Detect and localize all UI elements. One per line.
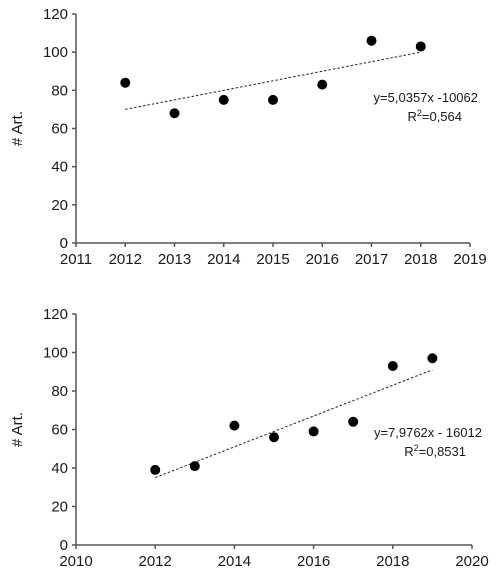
chart1-y-tick-label: 20 xyxy=(51,197,68,214)
chart2-x-tick-label: 2018 xyxy=(376,553,409,570)
chart1-y-tick-label: 0 xyxy=(60,235,68,252)
chart1-equation: y=5,0357x -10062 xyxy=(374,90,478,105)
chart2-y-tick-label: 80 xyxy=(51,383,68,400)
chart2-data-point xyxy=(348,416,359,427)
chart2-y-tick-label: 20 xyxy=(51,499,68,516)
chart1-data-point xyxy=(366,35,377,46)
chart2-r-squared: R2=0,8531 xyxy=(404,443,466,459)
chart1-x-tick-label: 2018 xyxy=(404,251,437,268)
chart2-r-squared-value: =0,8531 xyxy=(419,444,466,459)
chart1-y-tick-label: 40 xyxy=(51,159,68,176)
chart1: 0 20 40 60 80 100 120 2011 2012 2013 2014 2015 2016 2… xyxy=(9,6,487,268)
chart1-y-tick-label: 60 xyxy=(51,121,68,138)
chart1-data-point xyxy=(317,79,328,90)
chart2-r-squared-prefix: R xyxy=(404,444,413,459)
chart1-data-point xyxy=(268,94,278,105)
chart2-data-point xyxy=(269,432,279,443)
chart1-x-tick-label: 2011 xyxy=(60,251,92,268)
chart1-data-point xyxy=(120,77,131,88)
chart2-x-tick-label: 2016 xyxy=(297,553,330,570)
chart2-x-tick-label: 2020 xyxy=(455,553,488,570)
chart1-r-squared-prefix: R xyxy=(407,109,416,124)
chart2-y-tick-label: 0 xyxy=(60,537,68,554)
chart2-data-point xyxy=(387,360,398,371)
chart2-data-point xyxy=(308,426,319,437)
chart2-y-tick-label: 100 xyxy=(43,345,68,362)
chart2-y-tick-label: 120 xyxy=(43,306,68,323)
chart1-x-tick-label: 2017 xyxy=(355,251,388,268)
chart1-x-tick-label: 2012 xyxy=(109,251,142,268)
chart2-y-tick-label: 60 xyxy=(51,422,68,439)
chart2-y-tick-label: 40 xyxy=(51,460,68,477)
chart2-x-tick-label: 2014 xyxy=(218,553,251,570)
chart1-y-tick-label: 100 xyxy=(43,44,68,61)
chart1-y-tick-label: 120 xyxy=(43,6,68,23)
chart1-x-tick-label: 2014 xyxy=(207,251,240,268)
chart1-data-point xyxy=(169,108,180,119)
chart1-x-tick-label: 2013 xyxy=(158,251,191,268)
chart1-trendline xyxy=(125,51,421,110)
chart2-trendline xyxy=(155,369,433,479)
chart1-r-squared-value: =0,564 xyxy=(422,109,462,124)
chart1-y-tick-label: 80 xyxy=(51,82,68,99)
chart2-data-point xyxy=(229,420,240,431)
chart2: 0 20 40 60 80 100 120 2010 2012 2014 2016 2018 2020 #… xyxy=(9,306,489,570)
chart2-data-point xyxy=(150,464,161,475)
chart1-data-point xyxy=(218,94,229,105)
chart1-r-squared-sup: 2 xyxy=(417,108,422,118)
chart2-equation: y=7,9762x - 16012 xyxy=(374,425,482,440)
chart2-data-point xyxy=(189,461,200,472)
chart2-x-tick-label: 2010 xyxy=(59,553,92,570)
chart1-x-tick-label: 2015 xyxy=(256,251,289,268)
chart1-y-axis-label: # Art. xyxy=(9,111,26,146)
chart1-x-tick-label: 2016 xyxy=(306,251,339,268)
chart2-r-squared-sup: 2 xyxy=(414,443,419,453)
chart1-x-tick-label: 2019 xyxy=(453,251,486,268)
chart2-x-tick-label: 2012 xyxy=(139,553,172,570)
chart1-data-point xyxy=(415,41,426,52)
chart2-y-axis-label: # Art. xyxy=(9,412,26,447)
chart2-data-point xyxy=(427,353,438,364)
chart1-r-squared: R2=0,564 xyxy=(407,108,462,124)
